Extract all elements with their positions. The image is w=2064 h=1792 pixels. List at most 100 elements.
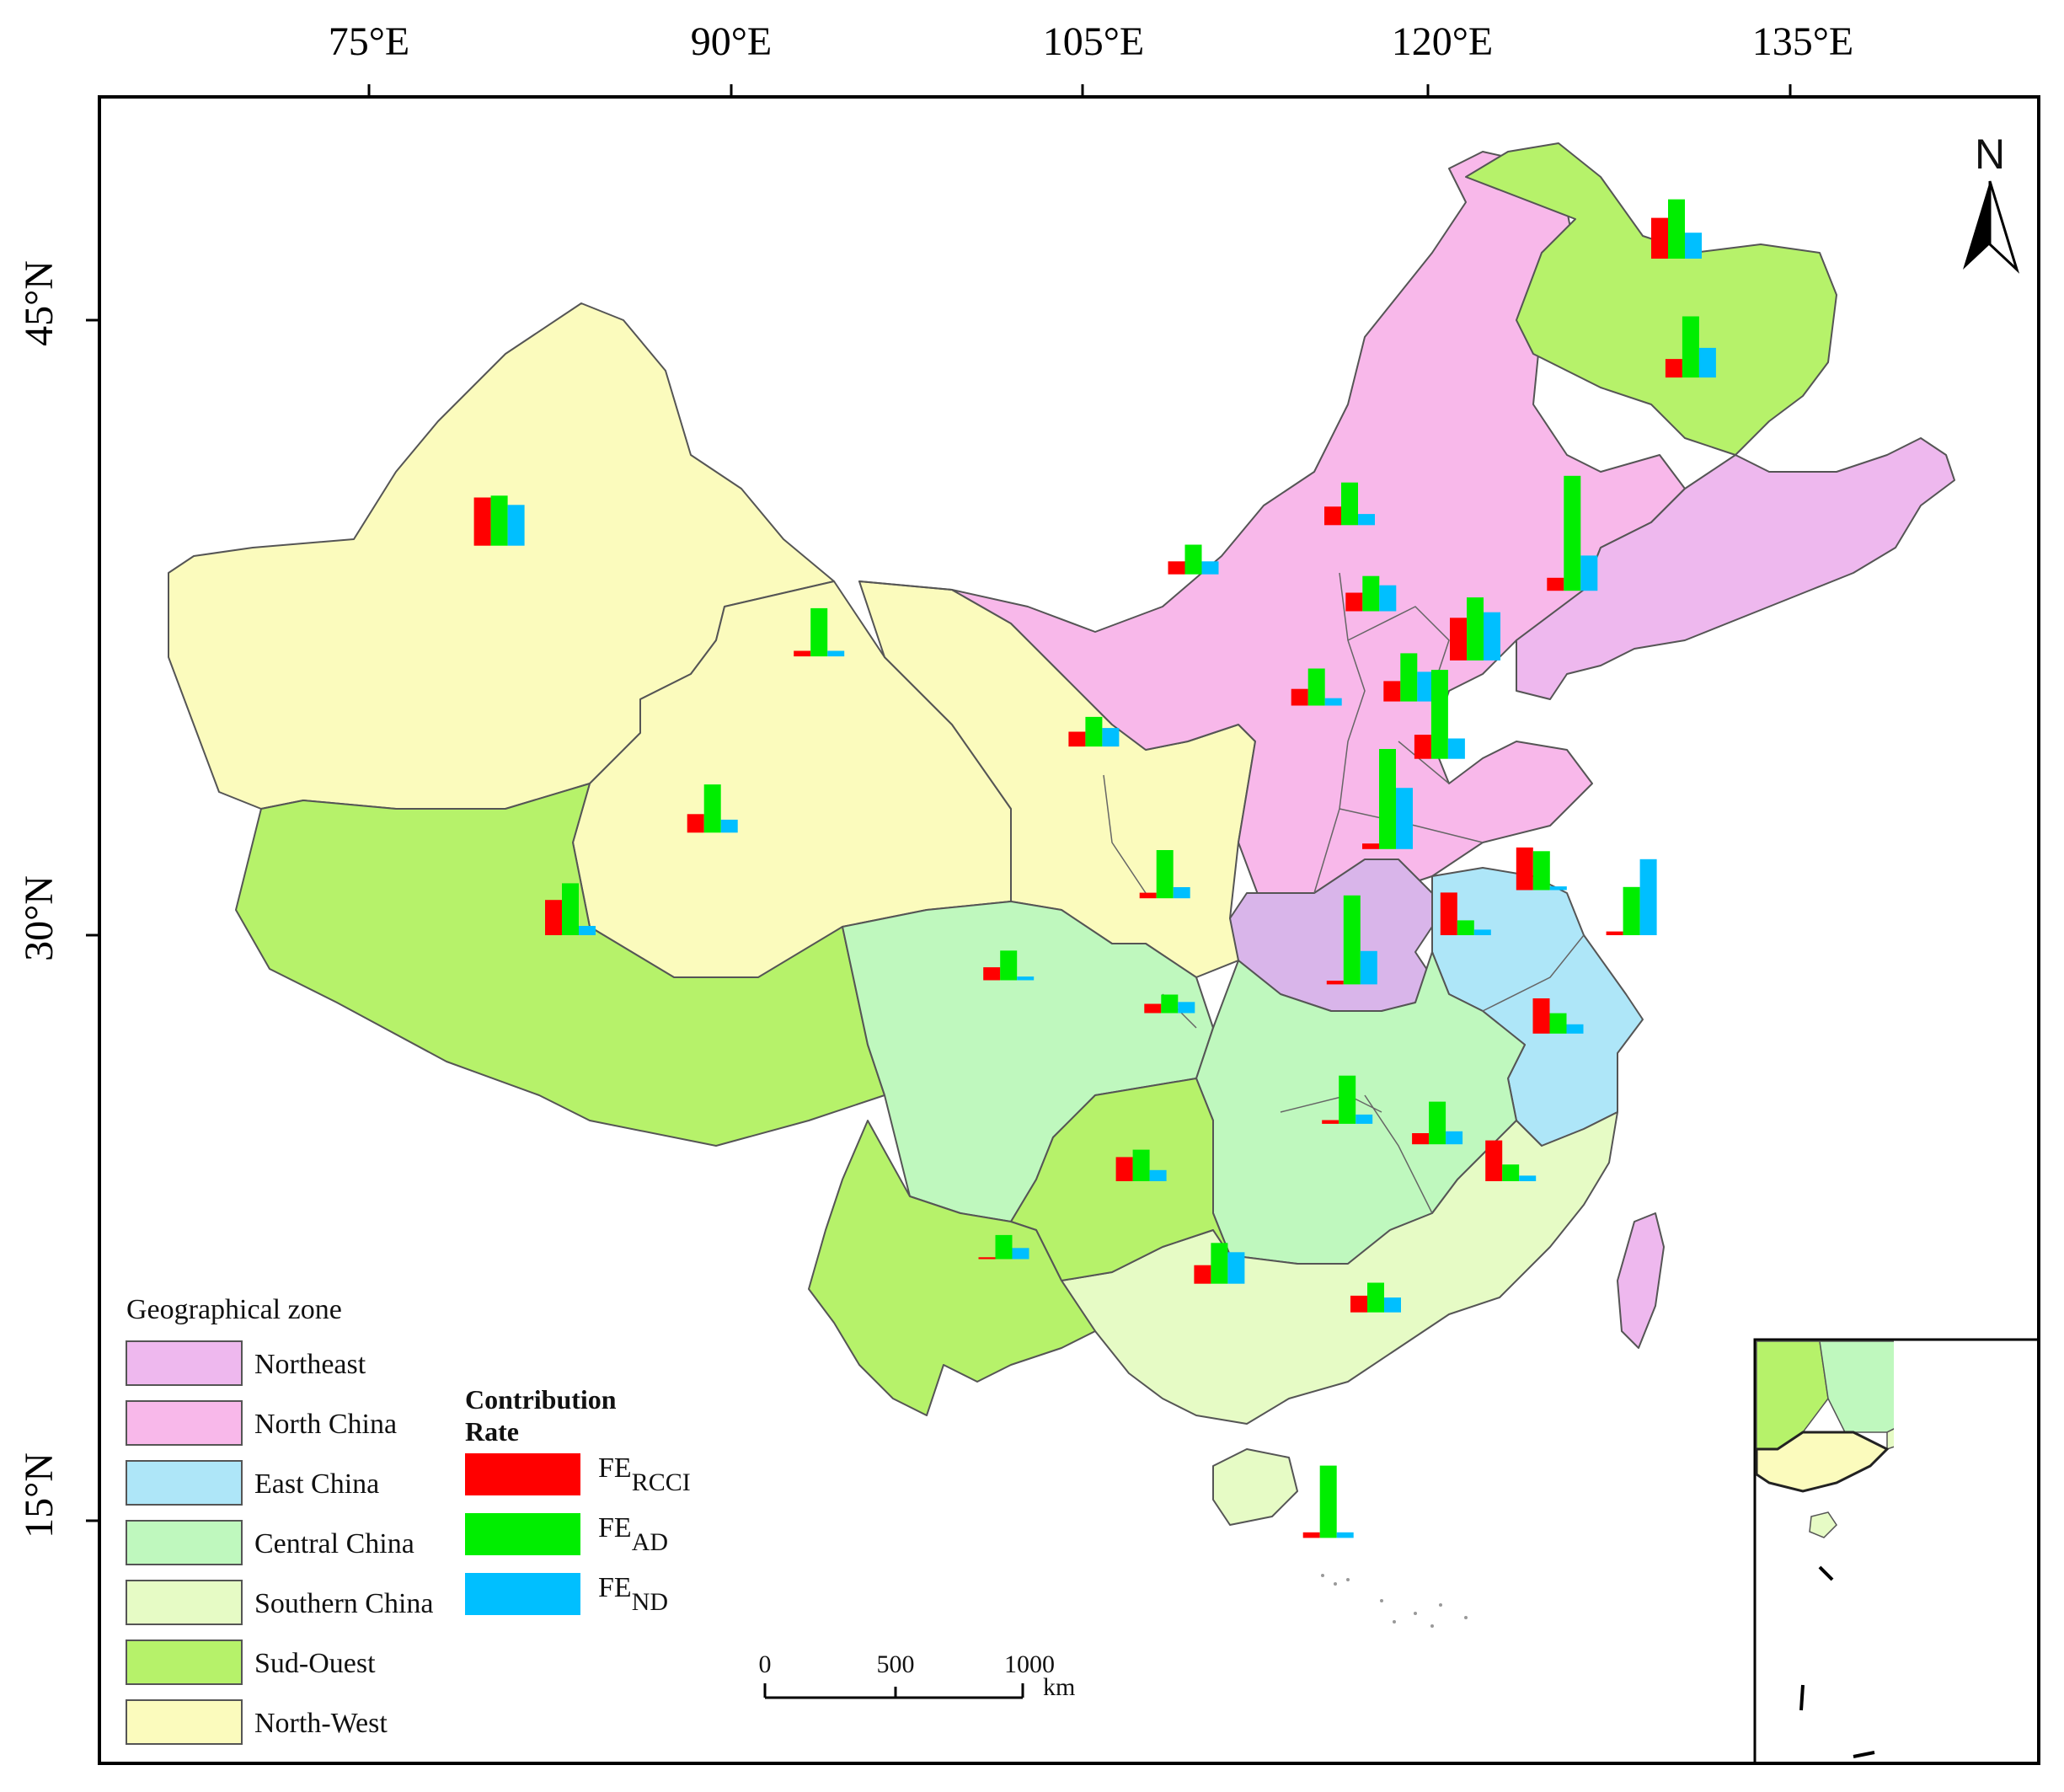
- scale-tick-500: 500: [877, 1650, 915, 1678]
- bar-loc15-fe-rcci: [1665, 359, 1682, 378]
- zone-label-5: Sud-Ouest: [254, 1648, 376, 1679]
- bar-loc2-fe-rcci: [687, 814, 704, 833]
- bar-loc6-fe-nd: [1173, 887, 1190, 899]
- bar-loc1-fe-ad: [810, 607, 828, 657]
- province-boundaries: [1103, 572, 1585, 1214]
- bar-loc0-fe-ad: [490, 495, 508, 546]
- contribution-legend-title-line2: Rate: [465, 1416, 519, 1447]
- bar-loc7-fe-nd: [1358, 514, 1375, 526]
- bar-loc29-fe-ad: [1211, 1243, 1228, 1284]
- contribution-legend: Contribution Rate FERCCI FEAD FEND: [465, 1384, 691, 1616]
- bar-loc14-fe-ad: [1564, 475, 1581, 591]
- region-taiwan: [1617, 1212, 1665, 1349]
- bar-loc3-fe-rcci: [545, 900, 562, 935]
- lon-label-120: 120°E: [1392, 19, 1494, 64]
- bar-loc27-fe-ad: [1132, 1149, 1150, 1181]
- zone-legend: Geographical zone Northeast North China Ea…: [126, 1294, 433, 1745]
- latitude-ticks: [86, 318, 99, 1522]
- bar-loc20-fe-ad: [1549, 1013, 1567, 1034]
- bar-loc4-fe-nd: [1201, 561, 1219, 575]
- latitude-labels: 45°N 30°N 15°N: [17, 260, 61, 1538]
- bar-loc17-fe-ad: [1532, 851, 1550, 891]
- region-hainan: [1212, 1448, 1298, 1526]
- bar-loc20-fe-rcci: [1532, 998, 1550, 1034]
- bar-loc8-fe-ad: [1307, 668, 1325, 706]
- bar-loc23-fe-nd: [1017, 976, 1035, 981]
- bar-loc13-fe-nd: [1396, 788, 1413, 849]
- bar-loc16-fe-ad: [1668, 199, 1685, 259]
- region-yunnan: [808, 1120, 1096, 1416]
- bar-loc10-fe-rcci: [1383, 681, 1401, 702]
- bar-loc22-fe-rcci: [1144, 1003, 1162, 1014]
- zone-swatch-4: [126, 1580, 243, 1625]
- bar-loc4-fe-ad: [1184, 544, 1202, 575]
- inset-hainan: [1809, 1511, 1837, 1538]
- bar-loc28-fe-nd: [1012, 1248, 1029, 1260]
- lon-label-90: 90°E: [691, 19, 773, 64]
- bar-loc22-fe-ad: [1161, 994, 1179, 1014]
- inset-map: [1753, 1338, 2040, 1765]
- zone-label-6: North-West: [254, 1708, 388, 1739]
- bar-loc0-fe-rcci: [473, 497, 491, 546]
- bar-loc1-fe-nd: [827, 650, 845, 657]
- zone-label-3: Central China: [254, 1528, 414, 1559]
- bar-loc24-fe-rcci: [1322, 1120, 1339, 1124]
- bar-loc31-fe-rcci: [1302, 1532, 1320, 1538]
- contribution-swatch-0: [465, 1453, 580, 1495]
- zone-label-2: East China: [254, 1468, 379, 1500]
- bar-loc18-fe-rcci: [1440, 892, 1457, 935]
- bar-loc9-fe-rcci: [1345, 592, 1363, 612]
- bar-loc1-fe-rcci: [794, 650, 811, 657]
- bar-loc5-fe-nd: [1102, 728, 1120, 747]
- region-heilongjiang: [1465, 142, 1837, 456]
- contribution-bars: [473, 199, 1716, 1538]
- zone-legend-title: Geographical zone: [126, 1294, 342, 1325]
- bar-loc5-fe-rcci: [1068, 731, 1086, 747]
- contribution-label-1: FEAD: [598, 1512, 668, 1556]
- bar-loc3-fe-ad: [562, 883, 579, 935]
- south-sea-islands: [1321, 1574, 1468, 1628]
- bar-loc19-fe-rcci: [1606, 931, 1623, 935]
- bar-loc21-fe-rcci: [1326, 981, 1344, 985]
- bar-loc30-fe-rcci: [1350, 1295, 1367, 1313]
- bar-loc14-fe-nd: [1580, 555, 1598, 591]
- bar-loc5-fe-ad: [1085, 716, 1103, 747]
- bar-loc26-fe-nd: [1519, 1175, 1537, 1181]
- north-arrow-icon: [1963, 181, 1990, 270]
- bar-loc4-fe-rcci: [1168, 561, 1185, 575]
- inset-nine-dash-line: [1799, 1565, 1875, 1758]
- map-frame: [98, 95, 2040, 1765]
- bar-loc13-fe-rcci: [1362, 843, 1379, 849]
- bar-loc28-fe-ad: [995, 1234, 1013, 1260]
- bar-loc15-fe-ad: [1682, 316, 1699, 378]
- lat-label-45: 45°N: [17, 260, 61, 346]
- bar-loc31-fe-nd: [1336, 1532, 1354, 1538]
- bar-loc11-fe-ad: [1430, 670, 1448, 759]
- north-arrow: N: [1963, 131, 2020, 274]
- bar-loc18-fe-ad: [1457, 920, 1474, 935]
- bar-loc9-fe-ad: [1362, 575, 1380, 612]
- zone-swatch-3: [126, 1520, 243, 1565]
- bar-loc24-fe-ad: [1339, 1075, 1356, 1124]
- zone-swatch-0: [126, 1340, 243, 1386]
- inset-land-central: [1819, 1340, 1894, 1433]
- bar-loc22-fe-nd: [1178, 1002, 1195, 1014]
- bar-loc13-fe-ad: [1379, 749, 1396, 849]
- scale-tick-0: 0: [759, 1650, 772, 1678]
- bar-loc27-fe-nd: [1149, 1169, 1167, 1181]
- region-liaoning-jilin: [1516, 437, 1955, 700]
- lon-label-135: 135°E: [1752, 19, 1854, 64]
- contribution-legend-title-line1: Contribution: [465, 1384, 617, 1415]
- contribution-swatch-2: [465, 1573, 580, 1615]
- bar-loc30-fe-ad: [1367, 1282, 1384, 1313]
- bar-loc29-fe-nd: [1227, 1252, 1245, 1284]
- bar-loc12-fe-nd: [1484, 612, 1500, 661]
- bar-loc16-fe-nd: [1685, 233, 1702, 259]
- bar-loc0-fe-nd: [507, 505, 525, 546]
- longitude-labels: 75°E 90°E 105°E 120°E 135°E: [329, 19, 1854, 64]
- bar-loc15-fe-nd: [1698, 347, 1716, 378]
- inset-land-southern: [1886, 1428, 1894, 1451]
- north-label: N: [1975, 131, 2005, 178]
- bar-loc25-fe-rcci: [1412, 1133, 1430, 1145]
